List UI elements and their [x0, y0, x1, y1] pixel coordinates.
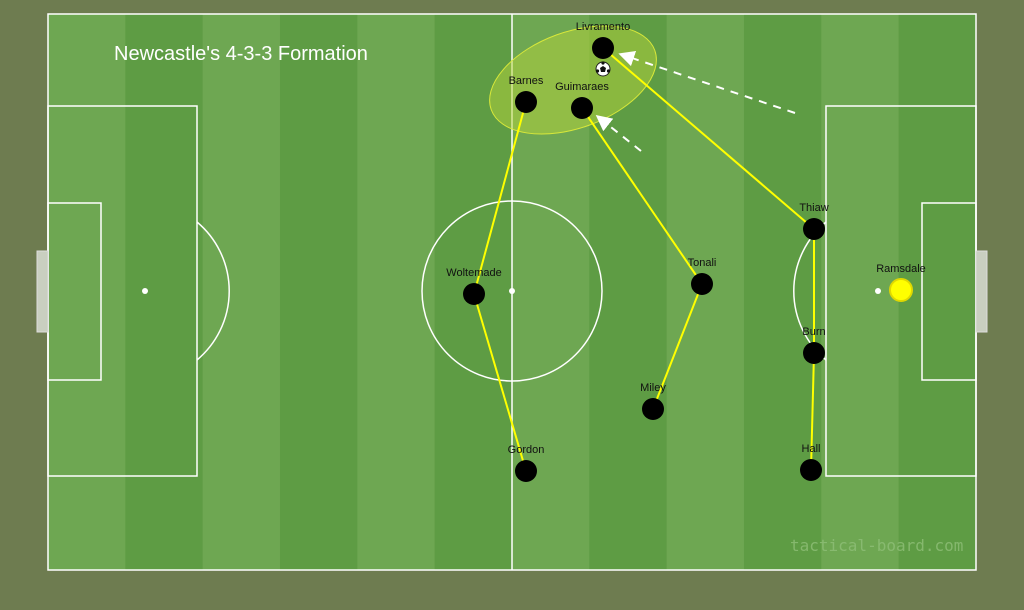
- player-tonali[interactable]: Tonali: [688, 257, 717, 295]
- pitch-stripe: [202, 14, 281, 570]
- link-line-burn-hall: [810, 352, 815, 471]
- link-line-woltemade-gordon: [473, 293, 527, 472]
- player-name: Guimaraes: [555, 81, 609, 93]
- link-line-tonali-miley: [652, 283, 703, 410]
- player-livramento[interactable]: Livramento: [576, 21, 630, 59]
- pitch-stripe: [125, 14, 203, 570]
- player-name: Gordon: [508, 444, 545, 456]
- player-name: Ramsdale: [876, 263, 926, 275]
- right-penalty-spot: [875, 288, 881, 294]
- player-token[interactable]: [691, 273, 713, 295]
- player-miley[interactable]: Miley: [640, 382, 666, 420]
- board-title: Newcastle's 4-3-3 Formation: [114, 43, 368, 65]
- left-penalty-spot: [142, 288, 148, 294]
- player-guimaraes[interactable]: Guimaraes: [555, 81, 609, 119]
- pitch-stripe: [279, 14, 358, 570]
- player-name: Livramento: [576, 21, 630, 33]
- player-token[interactable]: [515, 91, 537, 113]
- player-token[interactable]: [803, 342, 825, 364]
- player-token[interactable]: [889, 278, 913, 302]
- player-name: Hall: [802, 443, 821, 455]
- player-token[interactable]: [463, 283, 485, 305]
- watermark: tactical-board.com: [790, 536, 963, 555]
- player-token[interactable]: [642, 398, 664, 420]
- link-line-guimaraes-tonali: [581, 107, 703, 285]
- pitch-stripe: [743, 14, 822, 570]
- player-hall[interactable]: Hall: [800, 443, 822, 481]
- player-token[interactable]: [803, 218, 825, 240]
- player-gordon[interactable]: Gordon: [508, 444, 545, 482]
- players: Livramento Barnes Guimaraes Woltemade Tonali…: [446, 21, 926, 482]
- pitch-stripe: [48, 14, 126, 570]
- player-token[interactable]: [592, 37, 614, 59]
- player-name: Tonali: [688, 257, 717, 269]
- pitch-stripe: [821, 14, 899, 570]
- player-token[interactable]: [515, 460, 537, 482]
- link-line-livramento-thiaw: [602, 47, 815, 230]
- player-token[interactable]: [571, 97, 593, 119]
- player-name: Barnes: [509, 75, 544, 87]
- player-name: Miley: [640, 382, 666, 394]
- player-barnes[interactable]: Barnes: [509, 75, 544, 113]
- player-thiaw[interactable]: Thiaw: [799, 202, 829, 240]
- player-ramsdale[interactable]: Ramsdale: [876, 263, 926, 302]
- player-token[interactable]: [800, 459, 822, 481]
- player-name: Burn: [802, 326, 825, 338]
- soccer-ball-icon[interactable]: [595, 61, 611, 77]
- player-name: Thiaw: [799, 202, 828, 214]
- player-name: Woltemade: [446, 267, 501, 279]
- link-line-barnes-woltemade: [473, 101, 527, 295]
- link-lines: [473, 47, 815, 472]
- center-spot: [509, 288, 515, 294]
- player-woltemade[interactable]: Woltemade: [446, 267, 502, 305]
- player-burn[interactable]: Burn: [802, 326, 826, 364]
- pitch-stripe: [357, 14, 435, 570]
